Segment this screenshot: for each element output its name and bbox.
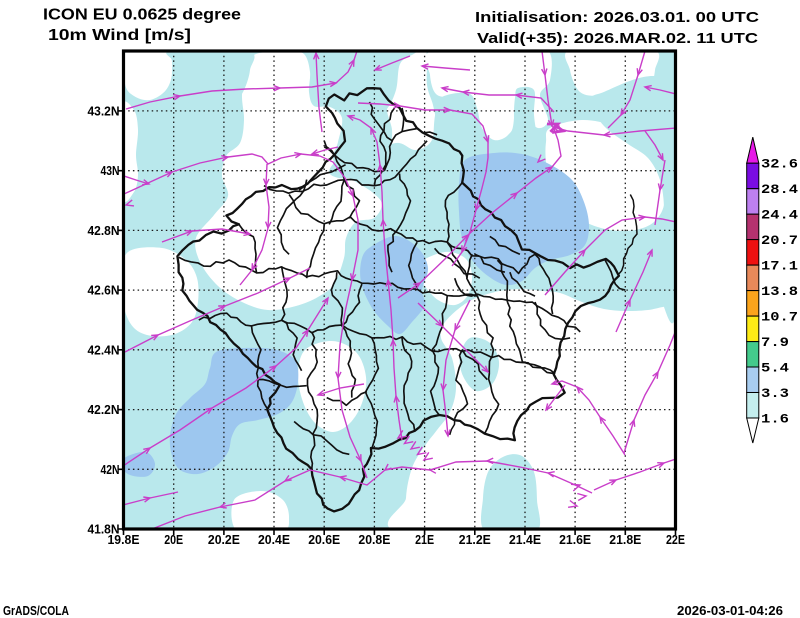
svg-text:ICON EU 0.0625 degree: ICON EU 0.0625 degree: [43, 7, 241, 24]
svg-text:21E: 21E: [415, 533, 434, 547]
svg-text:20.7: 20.7: [761, 233, 798, 248]
svg-text:21.8E: 21.8E: [609, 533, 641, 547]
svg-text:GrADS/COLA: GrADS/COLA: [3, 604, 69, 618]
svg-text:42.6N: 42.6N: [88, 284, 120, 298]
svg-text:21.2E: 21.2E: [459, 533, 491, 547]
svg-text:21.4E: 21.4E: [509, 533, 541, 547]
svg-text:Initialisation: 2026.03.01. 00: Initialisation: 2026.03.01. 00 UTC: [475, 9, 759, 26]
svg-text:20.6E: 20.6E: [308, 533, 340, 547]
svg-text:Valid(+35): 2026.MAR.02. 11 UT: Valid(+35): 2026.MAR.02. 11 UTC: [477, 30, 758, 47]
svg-text:22E: 22E: [666, 533, 685, 547]
svg-text:42N: 42N: [101, 463, 120, 477]
svg-text:10.7: 10.7: [761, 310, 798, 325]
svg-text:7.9: 7.9: [761, 335, 789, 350]
svg-text:20.8E: 20.8E: [358, 533, 390, 547]
svg-text:1.6: 1.6: [761, 412, 789, 427]
svg-text:20.2E: 20.2E: [208, 533, 240, 547]
svg-text:43.2N: 43.2N: [88, 104, 120, 118]
svg-text:2026-03-01-04:26: 2026-03-01-04:26: [677, 604, 783, 618]
svg-text:32.6: 32.6: [761, 157, 798, 172]
svg-text:5.4: 5.4: [761, 361, 789, 376]
svg-text:28.4: 28.4: [761, 182, 798, 197]
svg-text:19.8E: 19.8E: [108, 533, 140, 547]
svg-text:42.4N: 42.4N: [88, 343, 120, 357]
svg-text:20E: 20E: [164, 533, 183, 547]
svg-text:10m Wind [m/s]: 10m Wind [m/s]: [48, 27, 191, 44]
svg-text:43N: 43N: [101, 164, 120, 178]
svg-text:24.4: 24.4: [761, 208, 798, 223]
svg-text:41.8N: 41.8N: [88, 523, 120, 537]
svg-text:20.4E: 20.4E: [258, 533, 290, 547]
svg-text:3.3: 3.3: [761, 386, 789, 401]
svg-text:17.1: 17.1: [761, 259, 798, 274]
svg-text:42.2N: 42.2N: [88, 403, 120, 417]
svg-text:42.8N: 42.8N: [88, 224, 120, 238]
svg-text:21.6E: 21.6E: [559, 533, 591, 547]
svg-text:13.8: 13.8: [761, 284, 798, 299]
